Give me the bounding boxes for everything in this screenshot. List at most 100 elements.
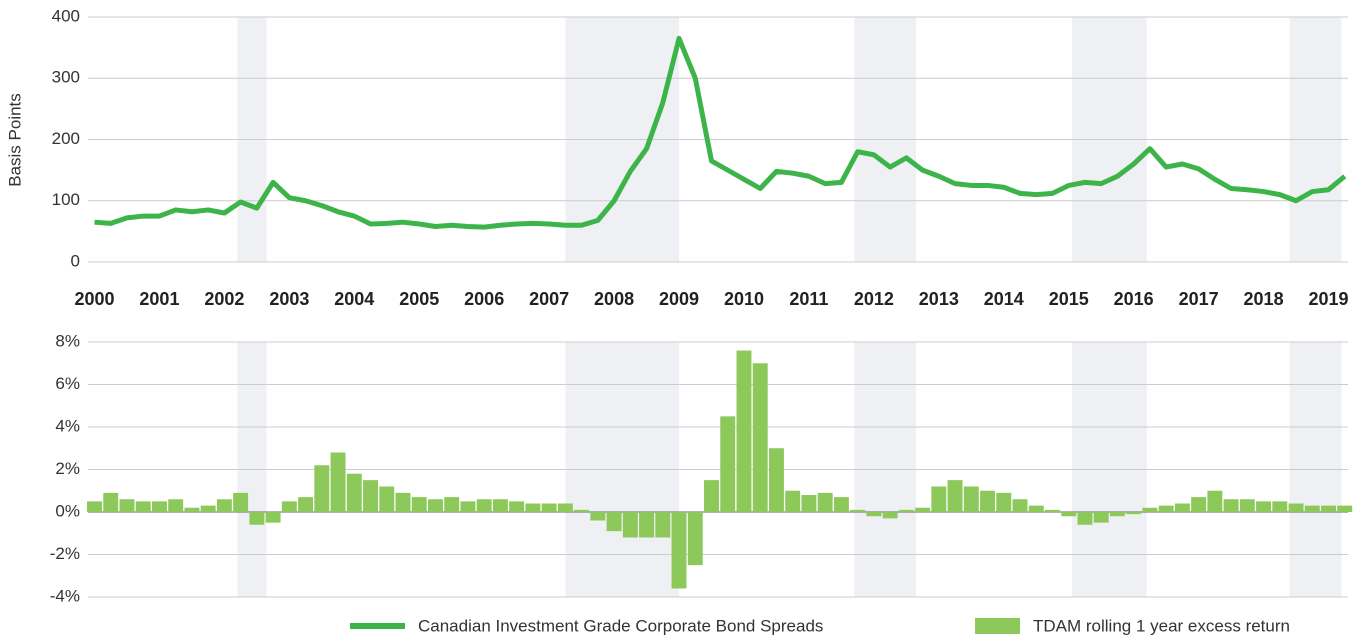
bar	[736, 350, 752, 512]
bar	[460, 501, 476, 512]
bar	[1077, 512, 1093, 525]
x-tick-label: 2009	[659, 289, 699, 309]
bar	[314, 465, 330, 512]
bar	[557, 503, 573, 512]
x-tick-label: 2014	[984, 289, 1024, 309]
bar	[1337, 505, 1353, 512]
bar	[915, 507, 931, 512]
bar	[671, 512, 687, 589]
bar	[135, 501, 151, 512]
y-tick-label: 200	[52, 129, 80, 148]
bar	[1288, 503, 1304, 512]
bar	[103, 492, 119, 512]
x-tick-label: 2004	[334, 289, 374, 309]
bar	[1028, 505, 1044, 512]
bar	[655, 512, 671, 538]
y-tick-label: 0	[71, 251, 80, 270]
bar	[233, 492, 249, 512]
bar	[833, 497, 849, 512]
bar	[249, 512, 265, 525]
bar	[1126, 512, 1142, 515]
y-tick-label: 2%	[55, 459, 80, 478]
bar	[1304, 505, 1320, 512]
y-tick-label: 300	[52, 68, 80, 87]
bar	[1223, 499, 1239, 512]
bar	[639, 512, 655, 538]
bar	[704, 480, 719, 512]
x-tick-label: 2007	[529, 289, 569, 309]
y-tick-label: 400	[52, 6, 80, 25]
bar	[1256, 501, 1272, 512]
bar	[87, 501, 102, 512]
bar	[931, 486, 947, 512]
x-tick-label: 2001	[139, 289, 179, 309]
bar	[1321, 505, 1336, 512]
bar	[298, 497, 314, 512]
x-tick-label: 2019	[1308, 289, 1348, 309]
bar	[119, 499, 135, 512]
y-tick-label: 4%	[55, 416, 80, 435]
bar	[1142, 507, 1158, 512]
bar	[606, 512, 622, 532]
bar	[1272, 501, 1288, 512]
x-tick-label: 2011	[789, 289, 828, 309]
bar	[1061, 512, 1077, 517]
y-tick-label: 8%	[55, 331, 80, 350]
bar	[768, 448, 784, 512]
x-tick-label: 2018	[1244, 289, 1284, 309]
bar	[168, 499, 184, 512]
bar	[720, 416, 736, 512]
bar	[687, 512, 703, 566]
line	[94, 35, 1347, 230]
bar	[622, 512, 638, 538]
y-tick-label: 0%	[55, 501, 80, 520]
bar	[1045, 509, 1060, 512]
bar	[590, 512, 606, 521]
bar	[363, 480, 378, 512]
x-tick-label: 2010	[724, 289, 764, 309]
bar	[411, 497, 427, 512]
y-axis-title: Basis Points	[5, 93, 24, 187]
bar	[1207, 490, 1223, 512]
bar	[444, 497, 460, 512]
bar	[1012, 499, 1028, 512]
bar	[395, 492, 411, 512]
bar	[947, 480, 963, 512]
bar	[184, 507, 200, 512]
y-tick-label: -2%	[50, 544, 80, 563]
x-tick-label: 2016	[1114, 289, 1154, 309]
y-tick-label: 100	[52, 190, 80, 209]
bar	[1191, 497, 1207, 512]
x-tick-label: 2015	[1049, 289, 1089, 309]
bar	[1239, 499, 1255, 512]
bar	[200, 505, 216, 512]
bar	[151, 501, 167, 512]
bar	[817, 492, 833, 512]
bar	[476, 499, 492, 512]
bar	[428, 499, 443, 512]
bar	[801, 495, 817, 512]
bar	[492, 499, 508, 512]
bar	[509, 501, 525, 512]
legend-swatch	[975, 618, 1020, 634]
bar	[980, 490, 996, 512]
bar	[1158, 505, 1174, 512]
x-tick-label: 2006	[464, 289, 504, 309]
bar	[963, 486, 979, 512]
bar	[525, 503, 541, 512]
y-tick-label: 6%	[55, 374, 80, 393]
bar	[346, 473, 362, 512]
bar	[265, 512, 281, 523]
x-tick-label: 2003	[269, 289, 309, 309]
bar	[866, 512, 882, 517]
bar	[541, 503, 557, 512]
x-tick-label: 2012	[854, 289, 894, 309]
bar	[752, 363, 768, 512]
x-tick-label: 2002	[204, 289, 244, 309]
bar	[996, 492, 1012, 512]
x-tick-label: 2008	[594, 289, 634, 309]
bar	[1109, 512, 1125, 517]
x-tick-label: 2017	[1179, 289, 1219, 309]
bar	[281, 501, 297, 512]
